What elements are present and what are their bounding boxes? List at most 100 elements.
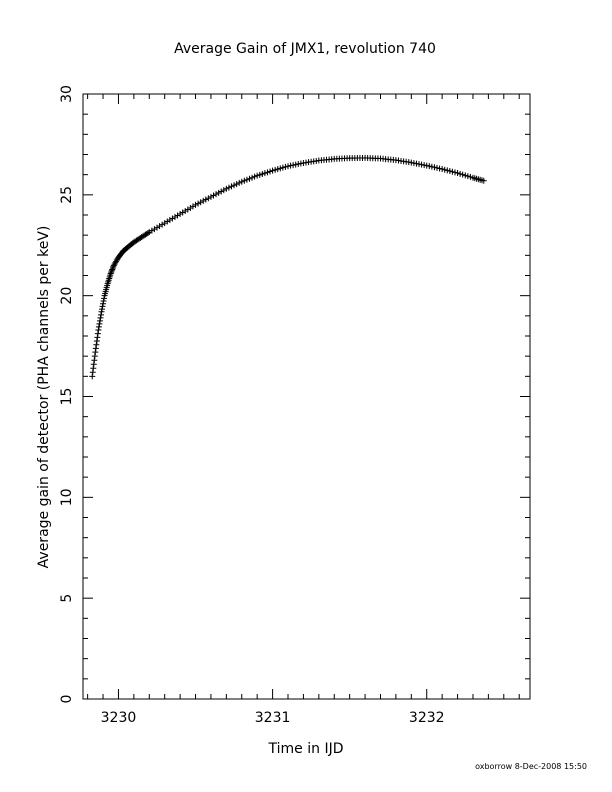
data-point	[218, 188, 225, 195]
data-point	[93, 338, 100, 345]
data-point	[277, 165, 284, 172]
data-point	[467, 173, 474, 180]
data-point	[205, 195, 212, 202]
data-point	[413, 160, 420, 167]
data-point	[107, 270, 114, 277]
data-point	[274, 166, 281, 173]
data-point	[444, 167, 451, 174]
data-point	[287, 162, 294, 169]
chart-title: Average Gain of JMX1, revolution 740	[174, 41, 436, 57]
data-point	[92, 345, 99, 352]
data-point	[99, 303, 106, 310]
data-point	[269, 167, 276, 174]
data-point	[434, 164, 441, 171]
x-axis-ticks: 3230 3231 3232	[87, 94, 520, 726]
data-point	[462, 172, 469, 179]
y-tick-label: 10	[59, 488, 75, 506]
data-point	[282, 163, 289, 170]
data-point	[446, 168, 453, 175]
data-point	[96, 317, 103, 324]
y-tick-label: 5	[59, 594, 75, 603]
data-point	[449, 168, 456, 175]
data-point	[480, 177, 487, 184]
data-point	[195, 200, 202, 207]
data-point	[426, 163, 433, 170]
data-point	[423, 162, 430, 169]
data-point	[110, 263, 117, 270]
x-tick-label: 3231	[255, 710, 291, 726]
data-point	[98, 308, 105, 315]
footer-timestamp: oxborrow 8-Dec-2008 15:50	[475, 762, 587, 771]
data-point	[99, 306, 106, 313]
data-point	[101, 295, 108, 302]
data-point	[225, 184, 232, 191]
data-point	[144, 229, 151, 236]
x-axis-label: Time in IJD	[268, 741, 344, 757]
data-point	[207, 193, 214, 200]
data-point	[215, 189, 222, 196]
data-point	[421, 162, 428, 169]
data-point	[416, 161, 423, 168]
data-point	[90, 361, 97, 368]
data-point	[90, 365, 97, 372]
data-point	[251, 173, 258, 180]
data-point	[441, 166, 448, 173]
data-point	[223, 185, 230, 192]
data-point	[285, 163, 292, 170]
data-point	[267, 168, 274, 175]
data-point	[192, 201, 199, 208]
data-point	[108, 269, 115, 276]
data-point	[92, 349, 99, 356]
y-tick-label: 30	[59, 85, 75, 103]
x-tick-label: 3230	[101, 710, 137, 726]
data-point	[428, 163, 435, 170]
data-point	[97, 314, 104, 321]
data-point	[93, 341, 100, 348]
data-point	[451, 169, 458, 176]
data-point	[109, 266, 116, 273]
data-point	[408, 159, 415, 166]
data-points	[89, 154, 487, 380]
data-point	[410, 160, 417, 167]
data-point	[228, 183, 235, 190]
data-point	[89, 373, 96, 380]
data-point	[418, 161, 425, 168]
data-point	[202, 196, 209, 203]
data-point	[431, 164, 438, 171]
data-point	[459, 171, 466, 178]
data-point	[241, 177, 248, 184]
data-point	[236, 179, 243, 186]
data-point	[95, 323, 102, 330]
y-axis-label: Average gain of detector (PHA channels p…	[36, 226, 52, 569]
data-point	[220, 187, 227, 194]
data-point	[238, 178, 245, 185]
data-point	[272, 166, 279, 173]
data-point	[292, 161, 299, 168]
data-point	[264, 169, 271, 176]
data-point	[94, 330, 101, 337]
y-tick-label: 0	[59, 695, 75, 704]
data-point	[97, 311, 104, 318]
y-axis-ticks: 0 5 10 15 20 25 30	[59, 85, 530, 703]
data-point	[279, 164, 286, 171]
data-point	[457, 170, 464, 177]
data-point	[233, 181, 240, 188]
data-point	[91, 357, 98, 364]
data-point	[95, 326, 102, 333]
data-point	[436, 165, 443, 172]
data-point	[297, 160, 304, 167]
data-point	[249, 174, 256, 181]
data-point	[454, 170, 461, 177]
data-point	[254, 172, 261, 179]
data-point	[89, 369, 96, 376]
data-point	[231, 182, 238, 189]
data-point	[213, 191, 220, 198]
data-point	[91, 353, 98, 360]
data-point	[200, 197, 207, 204]
data-point	[290, 162, 297, 169]
data-point	[94, 334, 101, 341]
data-point	[100, 300, 107, 307]
data-point	[295, 161, 302, 168]
y-tick-label: 20	[59, 287, 75, 305]
